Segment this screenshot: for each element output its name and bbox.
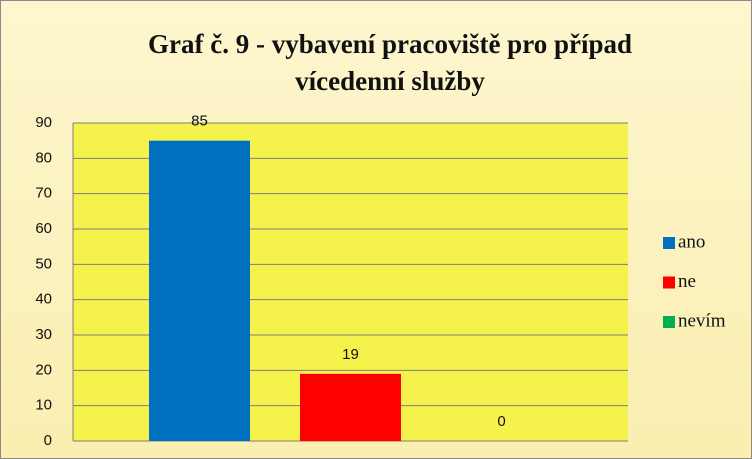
- chart-title: Graf č. 9 - vybavení pracoviště pro příp…: [148, 29, 632, 96]
- bar: [300, 373, 401, 441]
- y-tick-label: 30: [35, 326, 52, 343]
- data-label: 19: [342, 346, 359, 363]
- y-tick-label: 50: [35, 255, 52, 272]
- y-tick-label: 0: [44, 432, 52, 449]
- legend-label: ne: [678, 271, 696, 292]
- y-tick-label: 80: [35, 149, 52, 166]
- y-tick-label: 20: [35, 361, 52, 378]
- y-tick-label: 70: [35, 185, 52, 202]
- legend-swatch: [663, 276, 675, 289]
- data-label: 85: [191, 113, 208, 130]
- legend-label: nevím: [678, 310, 726, 331]
- y-tick-label: 40: [35, 291, 52, 308]
- legend-swatch: [663, 237, 675, 249]
- y-tick-label: 60: [35, 220, 52, 237]
- y-tick-label: 10: [35, 397, 52, 414]
- y-tick-label: 90: [35, 114, 52, 131]
- data-label: 0: [497, 413, 505, 430]
- legend-label: ano: [678, 231, 705, 252]
- bar: [149, 140, 250, 441]
- legend-swatch: [663, 316, 675, 328]
